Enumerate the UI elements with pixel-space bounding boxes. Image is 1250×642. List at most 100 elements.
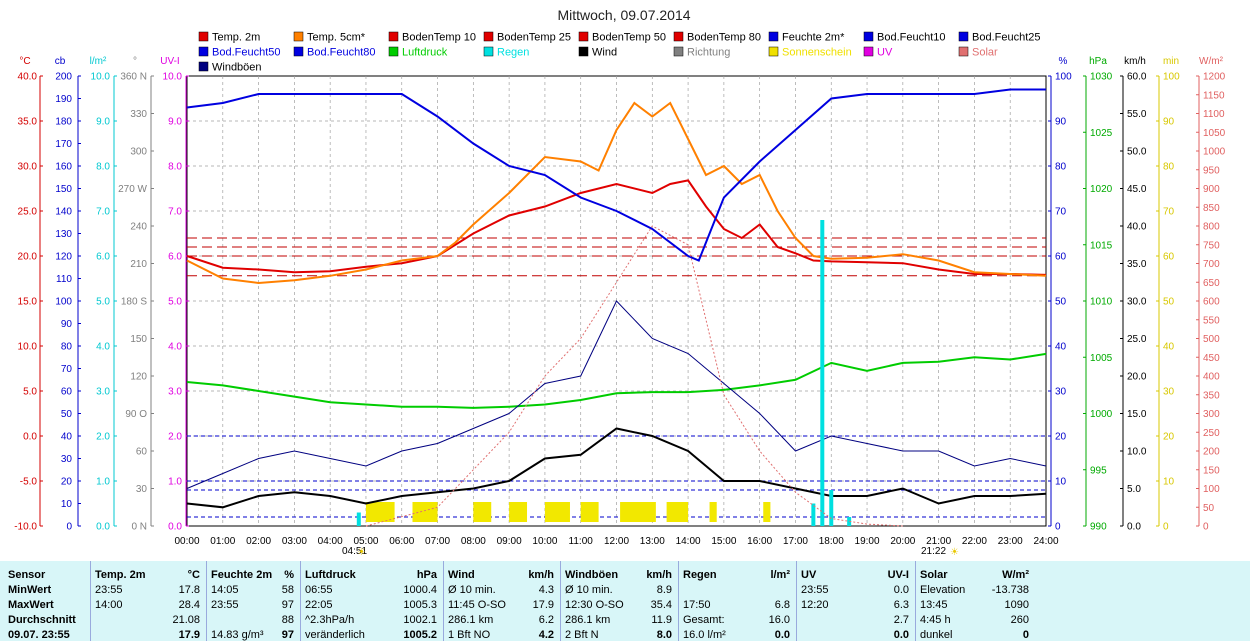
series-line-windb-en <box>186 300 1047 489</box>
y-tick-label: 30 <box>136 484 148 495</box>
y-tick-label: 1015 <box>1090 240 1113 251</box>
legend-label: Luftdruck <box>402 47 448 59</box>
column-header: Solar <box>920 569 948 581</box>
legend-label: Sonnenschein <box>782 47 852 59</box>
column-unit: km/h <box>528 569 554 581</box>
y-tick-label: 40 <box>1163 342 1175 353</box>
y-tick-label: 1150 <box>1203 90 1225 101</box>
legend-label: BodenTemp 80 <box>687 32 761 44</box>
legend-swatch <box>673 46 684 57</box>
table-column-divider <box>300 561 301 641</box>
y-tick-label: 60.0 <box>1127 72 1147 83</box>
series-line-temp-5cm- <box>186 101 1047 285</box>
cell-note: Ø 10 min. <box>565 584 613 596</box>
cell-note: ^2.3hPa/h <box>305 614 355 626</box>
x-tick-label: 20:00 <box>890 536 915 547</box>
legend-label: Bod.Feucht25 <box>972 32 1041 44</box>
sunset-icon: ☀ <box>950 547 959 558</box>
cell-note: 23:55 <box>211 599 239 611</box>
y-tick-label: 2.0 <box>168 432 182 443</box>
y-tick-label: 40 <box>61 432 73 443</box>
legend-label: Regen <box>497 47 529 59</box>
x-tick-label: 09:00 <box>497 536 522 547</box>
y-tick-label: 0 N <box>131 522 147 533</box>
y-tick-label: 150 <box>55 184 72 195</box>
y-tick-label: 110 <box>56 274 72 285</box>
y-tick-label: 1000 <box>1090 409 1113 420</box>
y-tick-label: 170 <box>55 139 72 150</box>
y-tick-label: 3.0 <box>168 387 182 398</box>
y-tick-label: 995 <box>1090 465 1107 476</box>
cell-note: dunkel <box>920 629 953 641</box>
legend-label: UV <box>877 47 893 59</box>
legend-label: Feuchte 2m* <box>782 32 845 44</box>
legend-label: Solar <box>972 47 998 59</box>
y-tick-label: 15.0 <box>18 297 38 308</box>
sunshine-bar <box>365 502 395 522</box>
column-header: Luftdruck <box>305 569 356 581</box>
y-tick-label: 25.0 <box>18 207 38 218</box>
cell-value: 8.9 <box>656 584 672 596</box>
cell-note: Ø 10 min. <box>448 584 496 596</box>
y-tick-label: 10.0 <box>163 72 183 83</box>
cell-value: 1005.3 <box>403 599 437 611</box>
sunshine-bar <box>412 502 438 522</box>
y-tick-label: 100 <box>1163 72 1180 83</box>
table-column-divider <box>560 561 561 641</box>
cell-note: 1 Bft NO <box>448 629 491 641</box>
axis-unit-label: min <box>1163 56 1179 67</box>
sunshine-bar <box>763 502 771 522</box>
table-column-divider <box>678 561 679 641</box>
legend-swatch <box>863 31 874 42</box>
rain-bar <box>811 503 816 526</box>
cell-value: 0 <box>1022 629 1029 641</box>
cell-value: -13.738 <box>991 584 1029 596</box>
y-tick-label: 30.0 <box>18 162 38 173</box>
legend-swatch <box>198 46 209 57</box>
legend-swatch <box>578 31 589 42</box>
legend-label: Richtung <box>687 47 730 59</box>
legend-label: Temp. 5cm* <box>307 32 366 44</box>
axis-unit-label: cb <box>55 56 66 67</box>
y-tick-label: 30.0 <box>1127 297 1147 308</box>
y-tick-label: 120 <box>55 252 72 263</box>
cell-note: 2 Bft N <box>565 629 599 641</box>
rain-bar <box>820 220 825 526</box>
cell-value: 0.0 <box>893 629 909 641</box>
cell-value: 1000.4 <box>403 584 437 596</box>
y-tick-label: 400 <box>1203 372 1220 383</box>
cell-value: 1090 <box>1004 599 1029 611</box>
series-line-wind <box>186 427 1047 509</box>
y-tick-label: 5.0 <box>168 297 182 308</box>
table-column-divider <box>796 561 797 641</box>
cell-note: veränderlich <box>305 629 365 641</box>
y-tick-label: 30 <box>61 454 73 465</box>
y-tick-label: 20 <box>61 477 73 488</box>
y-tick-label: 25.0 <box>1127 334 1147 345</box>
y-tick-label: 990 <box>1090 522 1107 533</box>
column-unit: l/m² <box>770 569 790 581</box>
y-tick-label: 1100 <box>1203 109 1225 120</box>
cell-note: 14.83 g/m³ <box>211 629 264 641</box>
y-tick-label: 100 <box>1055 72 1072 83</box>
series-line-luftdruck <box>186 352 1047 409</box>
y-tick-label: 1020 <box>1090 184 1113 195</box>
y-tick-label: 3.0 <box>96 387 110 398</box>
cell-note: 16.0 l/m² <box>683 629 726 641</box>
y-tick-label: 40 <box>1055 342 1067 353</box>
y-tick-label: 8.0 <box>96 162 110 173</box>
table-column-divider <box>206 561 207 641</box>
cell-value: 2.7 <box>893 614 909 626</box>
legend-swatch <box>483 46 494 57</box>
y-tick-label: 270 W <box>118 184 147 195</box>
legend-swatch <box>293 46 304 57</box>
legend-label: BodenTemp 50 <box>592 32 666 44</box>
cell-note: 4:45 h <box>920 614 951 626</box>
x-tick-label: 03:00 <box>282 536 307 547</box>
y-tick-label: 80 <box>1055 162 1067 173</box>
x-tick-label: 07:00 <box>425 536 450 547</box>
x-tick-label: 11:00 <box>569 536 594 547</box>
y-tick-label: 9.0 <box>96 117 110 128</box>
x-tick-label: 13:00 <box>640 536 665 547</box>
cell-value: 11.9 <box>651 614 672 626</box>
